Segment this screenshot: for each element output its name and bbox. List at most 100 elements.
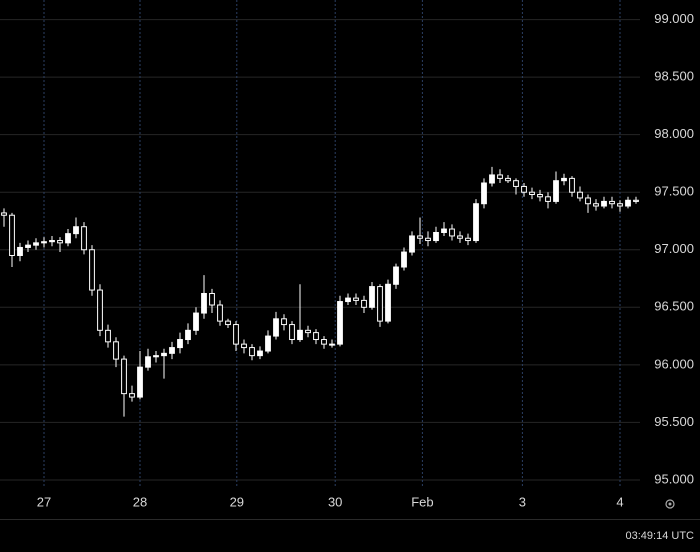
candle-body xyxy=(617,203,623,207)
candle-body xyxy=(121,358,127,395)
candle-body xyxy=(609,200,615,205)
candle-body xyxy=(593,203,599,207)
candle-body xyxy=(9,214,15,257)
candle-body xyxy=(521,185,527,193)
candle-body xyxy=(241,343,247,349)
candle-body xyxy=(97,289,103,331)
candle-body xyxy=(601,200,607,207)
candle-body xyxy=(569,177,575,193)
x-tick-label: 3 xyxy=(519,494,526,509)
candle-body xyxy=(473,203,479,242)
candle-body xyxy=(297,329,303,341)
y-tick-label: 95.000 xyxy=(654,471,694,486)
candle-body xyxy=(41,241,47,244)
candle-body xyxy=(625,199,631,207)
candle-body xyxy=(249,347,255,357)
x-tick-label: 4 xyxy=(616,494,623,509)
candle-body xyxy=(193,312,199,331)
y-tick-label: 95.500 xyxy=(654,414,694,429)
candle-body xyxy=(585,197,591,205)
candle-body xyxy=(401,251,407,268)
y-tick-label: 96.000 xyxy=(654,356,694,371)
candle-body xyxy=(577,191,583,199)
candle-body xyxy=(281,318,287,326)
candle-body xyxy=(57,240,63,244)
candle-body xyxy=(313,332,319,341)
settings-icon[interactable] xyxy=(665,499,675,509)
candle-body xyxy=(465,237,471,242)
candle-body xyxy=(265,335,271,352)
candle-body xyxy=(417,235,423,239)
candle-body xyxy=(329,343,335,346)
y-tick-label: 99.000 xyxy=(654,11,694,26)
candle-body xyxy=(633,199,639,202)
candle-body xyxy=(161,352,167,357)
candle-body xyxy=(449,228,455,237)
candle-body xyxy=(385,283,391,322)
candle-body xyxy=(1,212,7,216)
candle-body xyxy=(489,174,495,184)
candle-body xyxy=(233,324,239,345)
candle-body xyxy=(441,228,447,233)
x-tick-label: 29 xyxy=(230,494,244,509)
candle-body xyxy=(369,286,375,308)
candle-body xyxy=(89,249,95,291)
candle-body xyxy=(105,329,111,343)
y-tick-label: 97.000 xyxy=(654,241,694,256)
clock: 03:49:14 UTC xyxy=(626,530,695,542)
y-tick-label: 98.000 xyxy=(654,126,694,141)
candle-body xyxy=(425,237,431,242)
candle-body xyxy=(337,301,343,345)
candle-body xyxy=(217,304,223,322)
candle-body xyxy=(529,191,535,196)
candle-body xyxy=(257,350,263,357)
candle-body xyxy=(73,226,79,235)
candle-body xyxy=(361,299,367,308)
candle-body xyxy=(545,196,551,202)
candle-body xyxy=(457,235,463,239)
x-tick-label: Feb xyxy=(411,494,433,509)
candle-body xyxy=(273,318,279,337)
candle-body xyxy=(177,339,183,349)
candle-body xyxy=(145,356,151,368)
x-tick-label: 27 xyxy=(37,494,51,509)
candle-body xyxy=(169,347,175,354)
candle-body xyxy=(433,231,439,242)
candle-body xyxy=(305,329,311,334)
candle-body xyxy=(561,177,567,182)
candle-body xyxy=(537,194,543,198)
candle-body xyxy=(65,233,71,244)
settings-gear[interactable] xyxy=(665,499,675,509)
y-tick-label: 96.500 xyxy=(654,299,694,314)
settings-gear-center[interactable] xyxy=(668,502,672,506)
candle-body xyxy=(137,366,143,398)
candle-body xyxy=(289,324,295,341)
candle-body xyxy=(513,180,519,187)
candle-body xyxy=(481,182,487,205)
candle-body xyxy=(225,320,231,326)
candle-body xyxy=(321,339,327,345)
candle-body xyxy=(25,244,31,248)
candle-body xyxy=(209,292,215,306)
y-tick-label: 97.500 xyxy=(654,184,694,199)
candle-body xyxy=(393,266,399,285)
candle-body xyxy=(497,174,503,179)
candle-body xyxy=(185,329,191,341)
candle-body xyxy=(17,246,23,257)
x-tick-label: 30 xyxy=(328,494,342,509)
candle-body xyxy=(153,355,159,358)
candle-body xyxy=(33,242,39,246)
candle-body xyxy=(81,226,87,251)
candle-body xyxy=(201,292,207,314)
candle-body xyxy=(129,393,135,398)
candle-body xyxy=(409,235,415,253)
y-tick-label: 98.500 xyxy=(654,69,694,84)
candle-body xyxy=(553,180,559,202)
candle-body xyxy=(345,297,351,303)
x-tick-label: 28 xyxy=(133,494,147,509)
candle-body xyxy=(505,177,511,182)
candle-body xyxy=(353,297,359,301)
candle-body xyxy=(113,341,119,360)
